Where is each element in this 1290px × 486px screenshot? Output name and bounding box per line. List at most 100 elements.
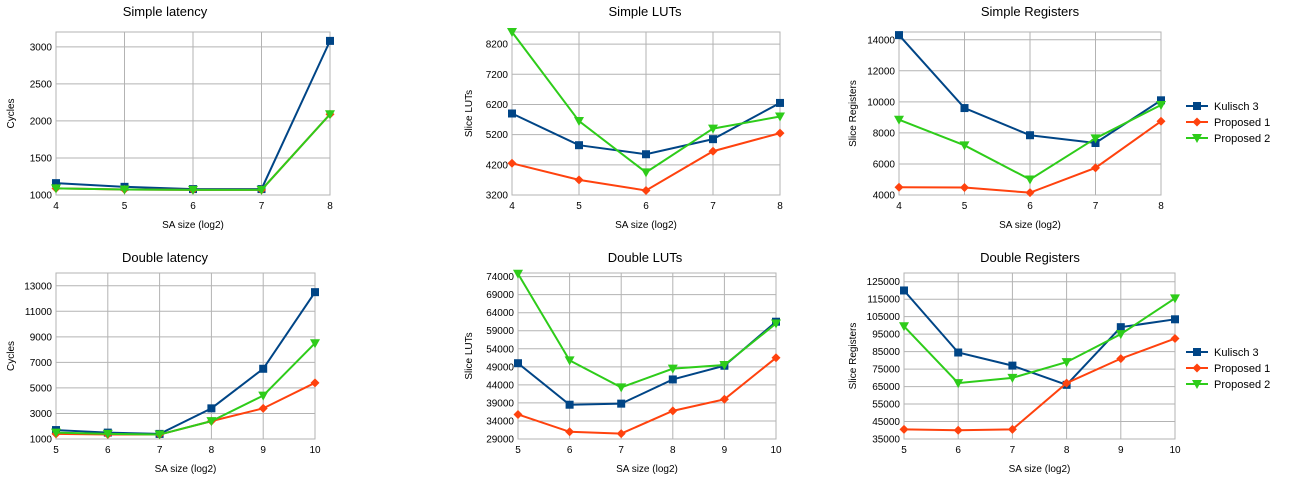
x-tick-label: 5 <box>901 445 907 456</box>
data-point <box>953 425 963 435</box>
x-tick-label: 5 <box>576 201 582 212</box>
data-point <box>641 185 651 195</box>
x-tick-label: 7 <box>259 201 265 212</box>
y-tick-label: 105000 <box>867 312 901 323</box>
data-point <box>1026 131 1034 140</box>
data-point <box>513 409 523 419</box>
data-point <box>1061 358 1072 368</box>
y-tick-label: 3200 <box>486 191 509 202</box>
data-point <box>1062 378 1072 388</box>
y-tick-label: 69000 <box>486 290 514 301</box>
data-point <box>311 288 319 297</box>
y-tick-label: 1500 <box>30 153 53 164</box>
y-axis-label: Slice LUTs <box>464 332 475 379</box>
x-tick-label: 10 <box>770 445 782 456</box>
x-tick-label: 5 <box>53 445 59 456</box>
legend-marker <box>1193 348 1201 356</box>
series-line <box>517 273 777 389</box>
data-point <box>708 146 718 156</box>
x-tick-label: 9 <box>722 445 728 456</box>
data-point <box>1008 361 1017 370</box>
data-point <box>616 383 627 393</box>
data-point <box>709 135 717 144</box>
data-point <box>899 424 909 434</box>
series-line <box>903 297 1176 385</box>
data-point <box>899 322 909 332</box>
x-tick-label: 8 <box>327 201 333 212</box>
data-point <box>1170 334 1180 344</box>
data-point <box>895 31 903 40</box>
data-point <box>102 429 113 439</box>
x-tick-label: 8 <box>1158 201 1164 212</box>
data-point <box>565 427 575 437</box>
data-point <box>565 400 574 409</box>
data-point <box>310 378 320 388</box>
y-tick-label: 7000 <box>30 358 53 369</box>
data-point <box>513 269 523 279</box>
series-kulisch-3 <box>508 98 784 159</box>
data-point <box>894 115 904 125</box>
data-point <box>719 361 730 371</box>
x-tick-label: 6 <box>567 445 573 456</box>
x-tick-label: 8 <box>777 201 783 212</box>
legend-entry: Kulisch 3 <box>1214 347 1259 359</box>
y-tick-label: 9000 <box>30 332 53 343</box>
y-axis-label: Slice Registers <box>848 323 859 390</box>
legend-marker <box>1192 363 1202 373</box>
legend-marker <box>1192 134 1202 143</box>
data-point <box>508 109 516 118</box>
x-tick-label: 6 <box>190 201 196 212</box>
x-axis-label: SA size (log2) <box>615 220 677 231</box>
plot-frame <box>55 272 316 440</box>
y-tick-label: 75000 <box>872 365 900 376</box>
chart-3: 4000 6000 8000 10000 12000 14000 4 5 6 7 8 Simple R… <box>848 4 1166 231</box>
y-tick-label: 14000 <box>867 35 895 46</box>
y-tick-label: 4000 <box>873 191 896 202</box>
y-tick-label: 74000 <box>486 272 514 283</box>
series-line <box>517 320 777 406</box>
chart-5: 29000 34000 39000 44000 49000 54000 59000 64000… <box>464 250 782 475</box>
y-tick-label: 11000 <box>25 307 53 318</box>
data-point <box>900 286 908 295</box>
series-kulisch-3 <box>900 286 1179 389</box>
series-proposed-1 <box>513 353 781 439</box>
series-line <box>517 357 777 435</box>
data-point <box>574 117 584 127</box>
data-point <box>51 428 61 438</box>
y-tick-label: 35000 <box>872 435 900 446</box>
series-proposed-2 <box>513 269 781 393</box>
y-tick-label: 5000 <box>30 383 53 394</box>
y-tick-label: 1000 <box>30 435 53 446</box>
data-point <box>188 185 198 195</box>
x-tick-label: 4 <box>509 201 515 212</box>
y-tick-label: 64000 <box>486 308 514 319</box>
x-tick-label: 8 <box>209 445 215 456</box>
y-tick-label: 39000 <box>486 398 514 409</box>
data-point <box>507 158 517 168</box>
y-tick-label: 5200 <box>486 130 509 141</box>
data-point <box>616 429 626 439</box>
data-point <box>771 353 781 363</box>
y-tick-label: 7200 <box>486 70 509 81</box>
series-proposed-1 <box>899 334 1180 435</box>
y-tick-label: 6200 <box>486 100 509 111</box>
chart-6: 35000 45000 55000 65000 75000 85000 95000 10500… <box>848 250 1181 475</box>
y-tick-label: 4200 <box>486 160 509 171</box>
data-point <box>894 182 904 192</box>
x-tick-label: 7 <box>1093 201 1099 212</box>
legend-entry: Proposed 2 <box>1214 379 1270 391</box>
data-point <box>119 185 130 195</box>
chart-title: Double LUTs <box>608 250 683 265</box>
x-tick-label: 10 <box>309 445 321 456</box>
data-point <box>775 128 785 138</box>
data-point <box>256 185 267 195</box>
legend-entry: Proposed 2 <box>1214 133 1270 145</box>
series-proposed-2 <box>894 100 1166 185</box>
y-tick-label: 65000 <box>872 382 900 393</box>
data-point <box>960 183 969 193</box>
legend-entry: Proposed 1 <box>1214 117 1270 129</box>
y-tick-label: 12000 <box>867 66 895 77</box>
x-tick-label: 7 <box>1010 445 1016 456</box>
y-axis-label: Cycles <box>6 98 17 128</box>
